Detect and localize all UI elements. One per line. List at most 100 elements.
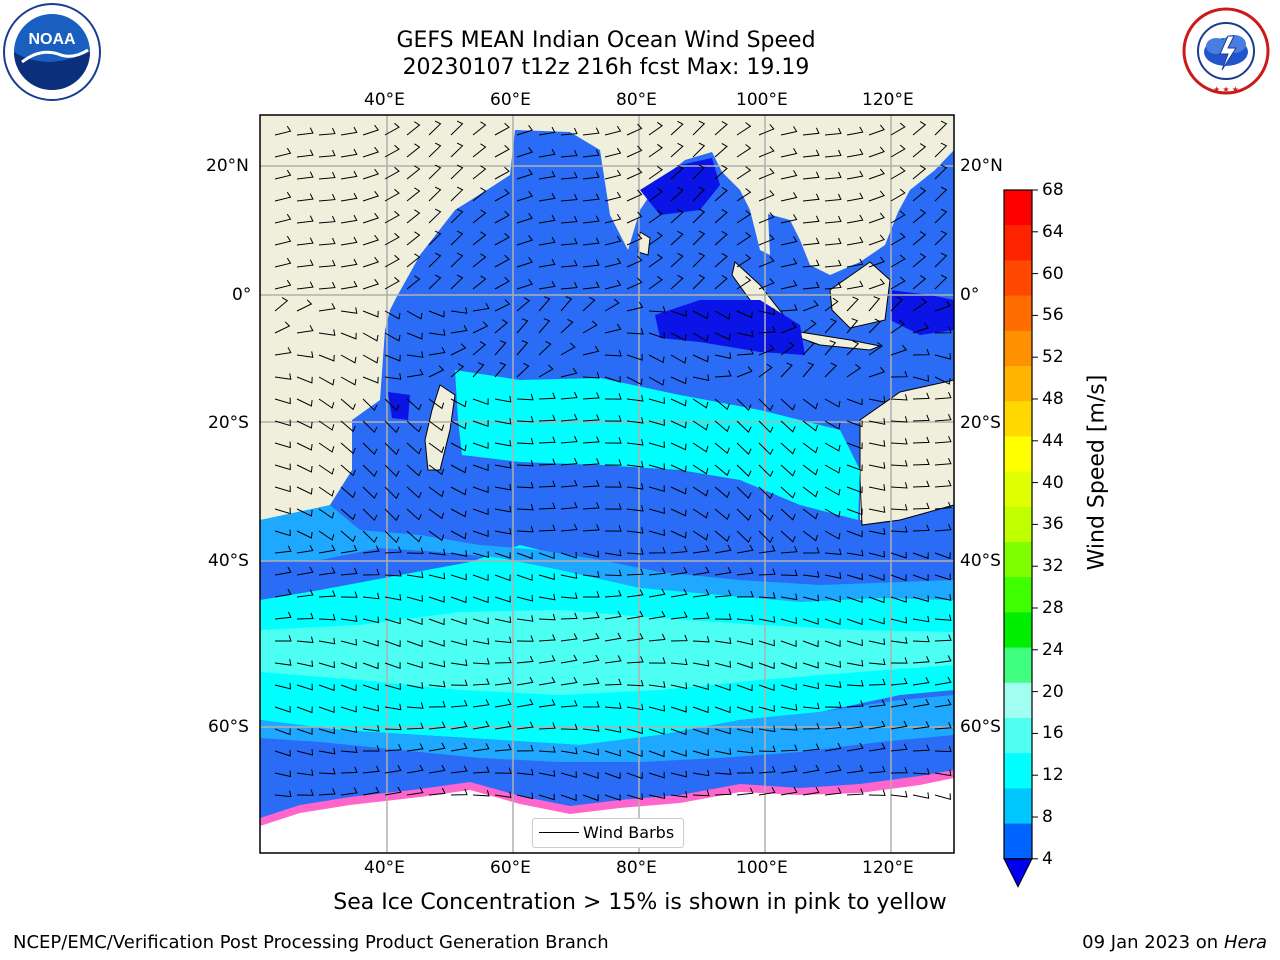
lat-tick-left-20N: 20°N — [206, 156, 249, 176]
wind-barb — [802, 127, 820, 136]
wind-barb — [538, 258, 556, 268]
wind-barb — [824, 281, 842, 290]
colorbar-under-arrow — [1003, 858, 1033, 888]
wind-barb — [670, 508, 687, 517]
wind-barb — [846, 721, 864, 730]
wind-barb — [692, 208, 706, 224]
wind-barb — [934, 676, 952, 686]
wind-barb — [868, 678, 886, 686]
wind-barb — [714, 370, 732, 378]
wind-barb — [582, 701, 600, 708]
lat-tick-right-20S: 20°S — [960, 413, 1001, 433]
wind-barb — [494, 616, 512, 624]
wind-barb — [824, 530, 841, 540]
wind-barb — [274, 507, 291, 515]
wind-barb — [604, 503, 622, 510]
wind-barb — [362, 398, 378, 412]
wind-barb — [582, 480, 600, 488]
wind-barb — [274, 347, 292, 356]
noaa-logo: NOAA — [3, 3, 101, 101]
wind-barb — [846, 192, 864, 202]
wind-barb — [428, 742, 446, 752]
colorbar-label: Wind Speed [m/s] — [1084, 374, 1110, 571]
wind-barb — [912, 768, 930, 775]
wind-barb — [340, 354, 357, 364]
wind-barb — [692, 486, 709, 497]
wind-barb — [318, 508, 335, 519]
wind-barb — [582, 127, 600, 136]
wind-barb — [384, 420, 400, 434]
wind-barb — [692, 332, 709, 342]
wind-barb — [846, 486, 863, 494]
wind-barb — [582, 502, 600, 510]
wind-barb — [912, 480, 930, 488]
wind-barb — [780, 724, 798, 731]
wind-barb — [582, 611, 600, 620]
wind-barb — [604, 794, 621, 801]
wind-barb — [516, 698, 534, 708]
wind-barb — [494, 417, 512, 425]
wind-barb — [384, 122, 400, 136]
wind-barb — [890, 460, 908, 467]
wind-barb — [626, 328, 644, 335]
wind-barb — [736, 767, 754, 774]
wind-barb — [428, 548, 446, 556]
wind-barb — [406, 547, 424, 554]
wind-barb — [274, 373, 292, 380]
wind-barb — [868, 418, 886, 425]
wind-barb — [824, 149, 842, 158]
wind-barb — [692, 706, 709, 714]
wind-barb — [802, 442, 819, 454]
wind-barb — [450, 596, 467, 604]
wind-barb — [362, 310, 379, 318]
wind-barb — [802, 300, 819, 312]
wind-barb — [824, 721, 842, 730]
wind-barb — [494, 299, 511, 312]
wind-barb — [604, 772, 621, 780]
wind-barb — [406, 486, 422, 499]
wind-barb — [824, 701, 842, 708]
wind-barb — [912, 392, 930, 400]
wind-barb — [472, 321, 489, 334]
wind-barb — [318, 464, 335, 475]
wind-barb — [868, 124, 885, 136]
wind-barb — [538, 634, 556, 642]
wind-barb — [582, 259, 600, 268]
colorbar-tick-label: 12 — [1042, 765, 1064, 786]
wind-barb — [296, 299, 313, 312]
wind-barb — [780, 508, 796, 521]
colorbar-segment — [1004, 788, 1032, 825]
wind-barb — [428, 346, 446, 356]
wind-barb — [758, 568, 776, 576]
wind-barb — [604, 279, 622, 290]
wind-barb — [538, 593, 556, 601]
wind-barb — [714, 637, 732, 644]
wind-barb — [494, 188, 510, 202]
wind-barb — [450, 550, 468, 557]
wind-barb — [692, 589, 710, 598]
wind-barb — [714, 230, 728, 246]
wind-barb — [560, 654, 578, 664]
wind-barb — [296, 376, 313, 384]
wind-barb — [868, 278, 885, 290]
wind-barb — [275, 635, 292, 642]
wind-barb — [670, 750, 687, 757]
wind-barb — [516, 768, 534, 776]
wind-barb — [626, 772, 643, 780]
wind-barb — [890, 188, 906, 202]
wind-barb — [890, 526, 908, 533]
band-transition-south — [260, 695, 954, 762]
wind-barb — [714, 442, 730, 455]
wind-barb — [890, 790, 908, 798]
wind-barb — [934, 186, 948, 202]
wind-barb — [450, 142, 464, 158]
wind-barb — [626, 145, 643, 158]
wind-barb — [648, 529, 665, 536]
colorbar-tick-label: 32 — [1042, 556, 1064, 577]
wind-barb — [670, 566, 688, 576]
wind-barb — [780, 546, 798, 554]
wind-barb — [802, 594, 820, 602]
wind-barb — [912, 143, 927, 158]
wind-barb — [626, 568, 644, 576]
australia-land — [859, 379, 954, 526]
